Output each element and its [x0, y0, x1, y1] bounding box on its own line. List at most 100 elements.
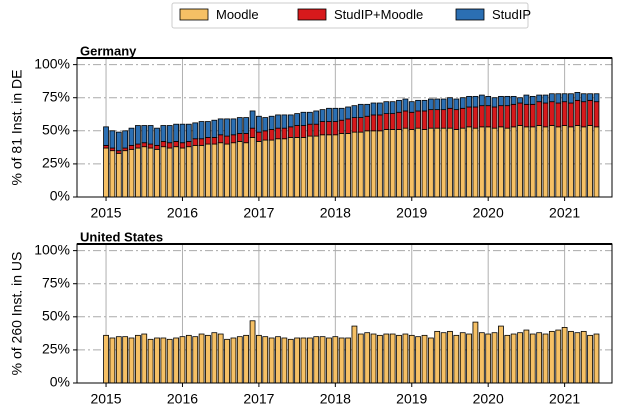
- bar: [408, 334, 415, 384]
- bar: [568, 126, 574, 198]
- bar: [593, 93, 600, 103]
- y-tick-label: 75%: [42, 88, 70, 104]
- bar: [262, 336, 269, 384]
- bar: [529, 95, 536, 105]
- bar: [256, 131, 262, 142]
- bar: [357, 333, 364, 384]
- bar: [185, 123, 192, 142]
- bar: [408, 129, 415, 198]
- bar: [262, 130, 269, 141]
- bar: [466, 95, 472, 108]
- y-tick-label: 0%: [50, 374, 70, 390]
- bar: [389, 129, 396, 198]
- bar: [536, 332, 543, 384]
- bar: [135, 125, 141, 145]
- bar: [504, 95, 511, 107]
- bar: [185, 334, 192, 384]
- bar: [294, 125, 300, 138]
- bar: [313, 135, 320, 198]
- bar: [179, 123, 186, 144]
- x-tick-label: 2016: [167, 205, 198, 221]
- x-tick-label: 2015: [90, 391, 121, 407]
- bar: [217, 118, 224, 136]
- y-tick-label: 25%: [42, 341, 70, 357]
- bar: [154, 144, 160, 150]
- bar: [217, 333, 224, 384]
- bar: [211, 332, 218, 384]
- bar: [517, 97, 523, 104]
- bar: [135, 147, 141, 198]
- bar: [345, 133, 351, 198]
- bar: [166, 142, 173, 149]
- bar: [224, 135, 230, 145]
- bar: [459, 332, 466, 384]
- bar: [109, 130, 116, 149]
- bar: [345, 118, 351, 134]
- bar: [351, 325, 358, 384]
- legend-label: Moodle: [216, 7, 259, 22]
- bar: [224, 143, 230, 198]
- bar: [236, 117, 243, 134]
- x-tick-label: 2018: [320, 391, 351, 407]
- bar: [389, 333, 396, 384]
- bar: [580, 126, 587, 198]
- bar: [370, 333, 377, 384]
- bar: [427, 109, 434, 129]
- bar: [205, 121, 211, 138]
- bar: [593, 126, 600, 198]
- bar: [300, 137, 307, 198]
- bar: [236, 140, 243, 198]
- bar: [440, 127, 447, 198]
- x-tick-label: 2020: [473, 391, 504, 407]
- bar: [510, 126, 517, 198]
- bar: [326, 107, 332, 122]
- bar: [466, 333, 472, 384]
- bar: [421, 99, 428, 112]
- bar: [115, 336, 122, 384]
- bar: [504, 334, 511, 384]
- bar: [307, 337, 313, 384]
- bar: [491, 332, 498, 384]
- bar: [154, 127, 160, 146]
- bar: [389, 113, 396, 130]
- bar: [294, 137, 300, 198]
- bar: [383, 101, 390, 115]
- bar: [472, 106, 479, 129]
- bar: [319, 121, 326, 136]
- bar: [523, 94, 530, 105]
- bar: [504, 127, 511, 198]
- bar: [510, 103, 517, 128]
- x-tick-label: 2018: [320, 205, 351, 221]
- legend-label: StudIP+Moodle: [334, 7, 423, 22]
- bar: [402, 98, 409, 112]
- bar: [249, 320, 256, 384]
- bar: [179, 147, 186, 198]
- bar: [332, 134, 339, 198]
- bar: [542, 94, 549, 104]
- bar: [408, 101, 415, 113]
- bar: [383, 129, 390, 198]
- bar: [434, 109, 441, 129]
- bar: [485, 126, 492, 198]
- bar: [249, 127, 256, 138]
- bar: [287, 137, 294, 198]
- bar: [249, 137, 256, 198]
- bar: [498, 105, 504, 128]
- bar: [377, 334, 383, 384]
- bar: [236, 133, 243, 142]
- bar: [345, 337, 351, 384]
- bar: [364, 103, 371, 117]
- bar: [396, 111, 402, 130]
- bar: [243, 133, 250, 144]
- bar: [561, 125, 568, 198]
- bar: [160, 337, 167, 384]
- bar: [135, 143, 141, 149]
- bar: [472, 95, 479, 108]
- y-axis-label: % of 260 Inst. in US: [9, 252, 25, 376]
- bar: [281, 138, 288, 198]
- bar: [128, 127, 135, 146]
- legend-swatch: [455, 8, 485, 21]
- bar: [205, 137, 211, 145]
- bar: [192, 336, 199, 384]
- bar: [211, 137, 218, 145]
